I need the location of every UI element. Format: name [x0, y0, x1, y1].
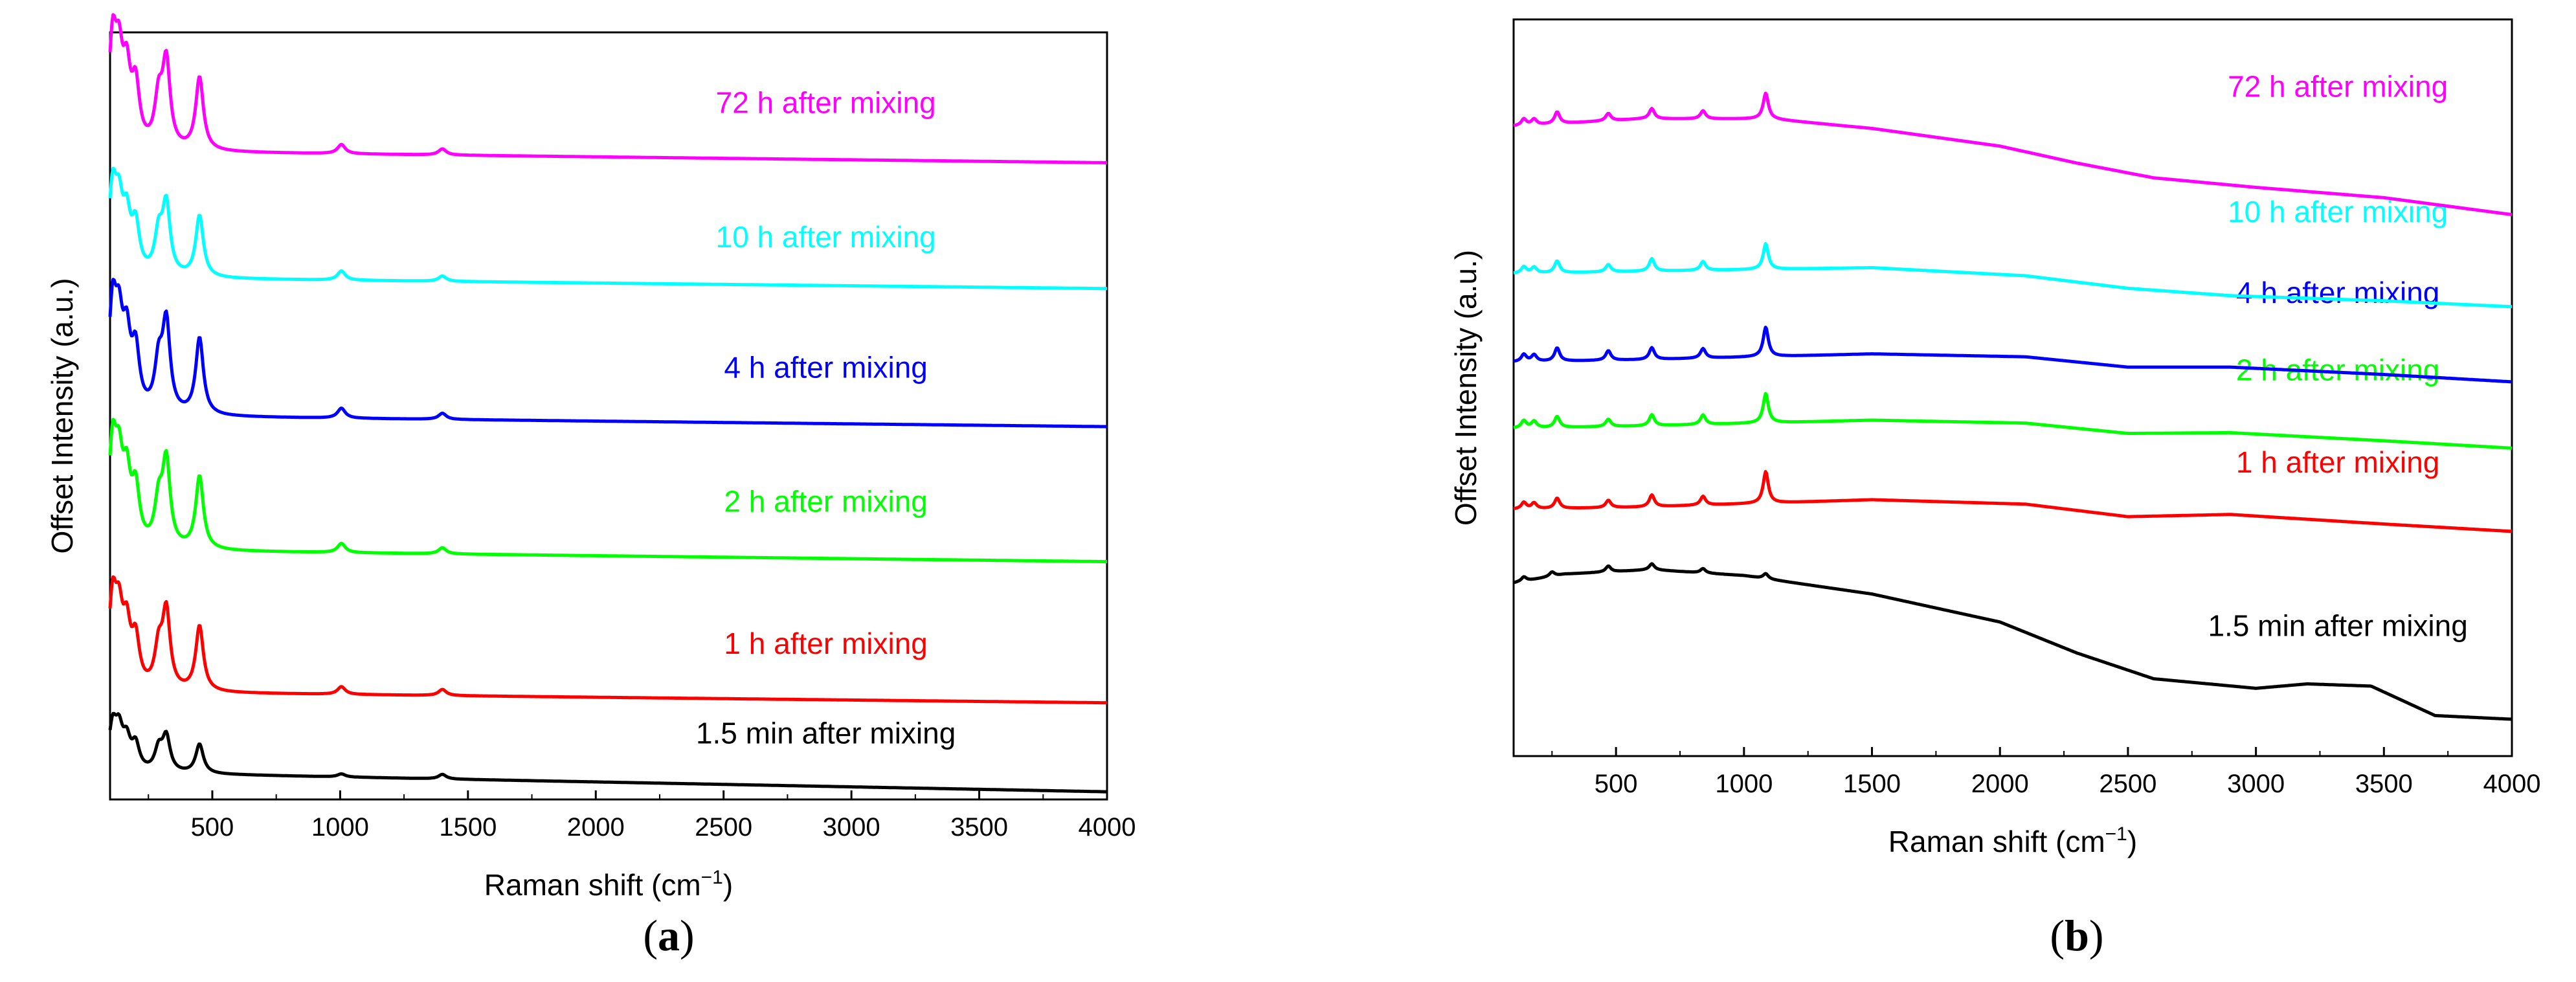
- x-tick-label: 4000: [1079, 813, 1136, 842]
- x-axis-title: Raman shift (cm−1): [484, 867, 733, 902]
- x-tick-label: 2500: [695, 813, 752, 842]
- series-label-3: 4 h after mixing: [2236, 276, 2439, 309]
- series-label-4: 10 h after mixing: [2228, 195, 2448, 229]
- series-label-1: 1 h after mixing: [724, 627, 927, 660]
- x-axis-title: Raman shift (cm−1): [1888, 823, 2137, 858]
- x-tick-label: 2500: [2099, 770, 2156, 798]
- series-label-0: 1.5 min after mixing: [696, 716, 956, 750]
- series-line-2: [1513, 392, 2513, 450]
- series-line-4: [108, 166, 1108, 291]
- x-tick-label: 1000: [311, 813, 369, 842]
- series-line-1: [1513, 470, 2513, 533]
- series-label-3: 4 h after mixing: [724, 350, 927, 384]
- y-axis-title: Offset Intensity (a.u.): [45, 278, 79, 553]
- series-label-0: 1.5 min after mixing: [2208, 609, 2467, 643]
- series-line-3: [108, 278, 1108, 429]
- y-axis-title: Offset Intensity (a.u.): [1449, 250, 1483, 526]
- x-tick-label: 3500: [950, 813, 1008, 842]
- x-tick-label: 1500: [1843, 770, 1901, 798]
- plot-frame: [109, 31, 1108, 801]
- series-label-1: 1 h after mixing: [2236, 445, 2439, 479]
- panel-a-label: (a): [643, 911, 694, 960]
- x-tick-label: 3000: [823, 813, 880, 842]
- x-tick-label: 3500: [2355, 770, 2413, 798]
- x-tick-label: 500: [1595, 770, 1638, 798]
- series-line-3: [1513, 326, 2513, 384]
- series-label-4: 10 h after mixing: [716, 220, 936, 254]
- series-line-2: [108, 418, 1108, 564]
- x-tick-label: 2000: [567, 813, 625, 842]
- series-label-5: 72 h after mixing: [2228, 69, 2448, 103]
- panel-b-chart: 500 1000 1500 2000 2500 3000 3500 4000 Raman shi…: [1449, 18, 2541, 858]
- series-line-4: [1513, 242, 2513, 309]
- panel-b-label: (b): [2050, 911, 2103, 960]
- series-label-5: 72 h after mixing: [716, 85, 936, 119]
- x-tick-label: 1500: [439, 813, 497, 842]
- series-line-5: [1513, 91, 2513, 217]
- plot-frame: [1512, 18, 2513, 757]
- x-tick-label: 4000: [2483, 770, 2541, 798]
- series-line-0: [108, 711, 1108, 794]
- series-line-1: [108, 575, 1108, 705]
- x-tick-label: 500: [191, 813, 234, 842]
- series-label-2: 2 h after mixing: [724, 485, 927, 519]
- x-tick-label: 3000: [2227, 770, 2285, 798]
- x-tick-label: 1000: [1715, 770, 1773, 798]
- series-line-5: [108, 13, 1108, 164]
- panel-a-chart: 500 1000 1500 2000 2500 3000 3500 4000 Raman shi…: [45, 13, 1136, 902]
- series-line-0: [1513, 562, 2513, 721]
- x-tick-label: 2000: [1971, 770, 2029, 798]
